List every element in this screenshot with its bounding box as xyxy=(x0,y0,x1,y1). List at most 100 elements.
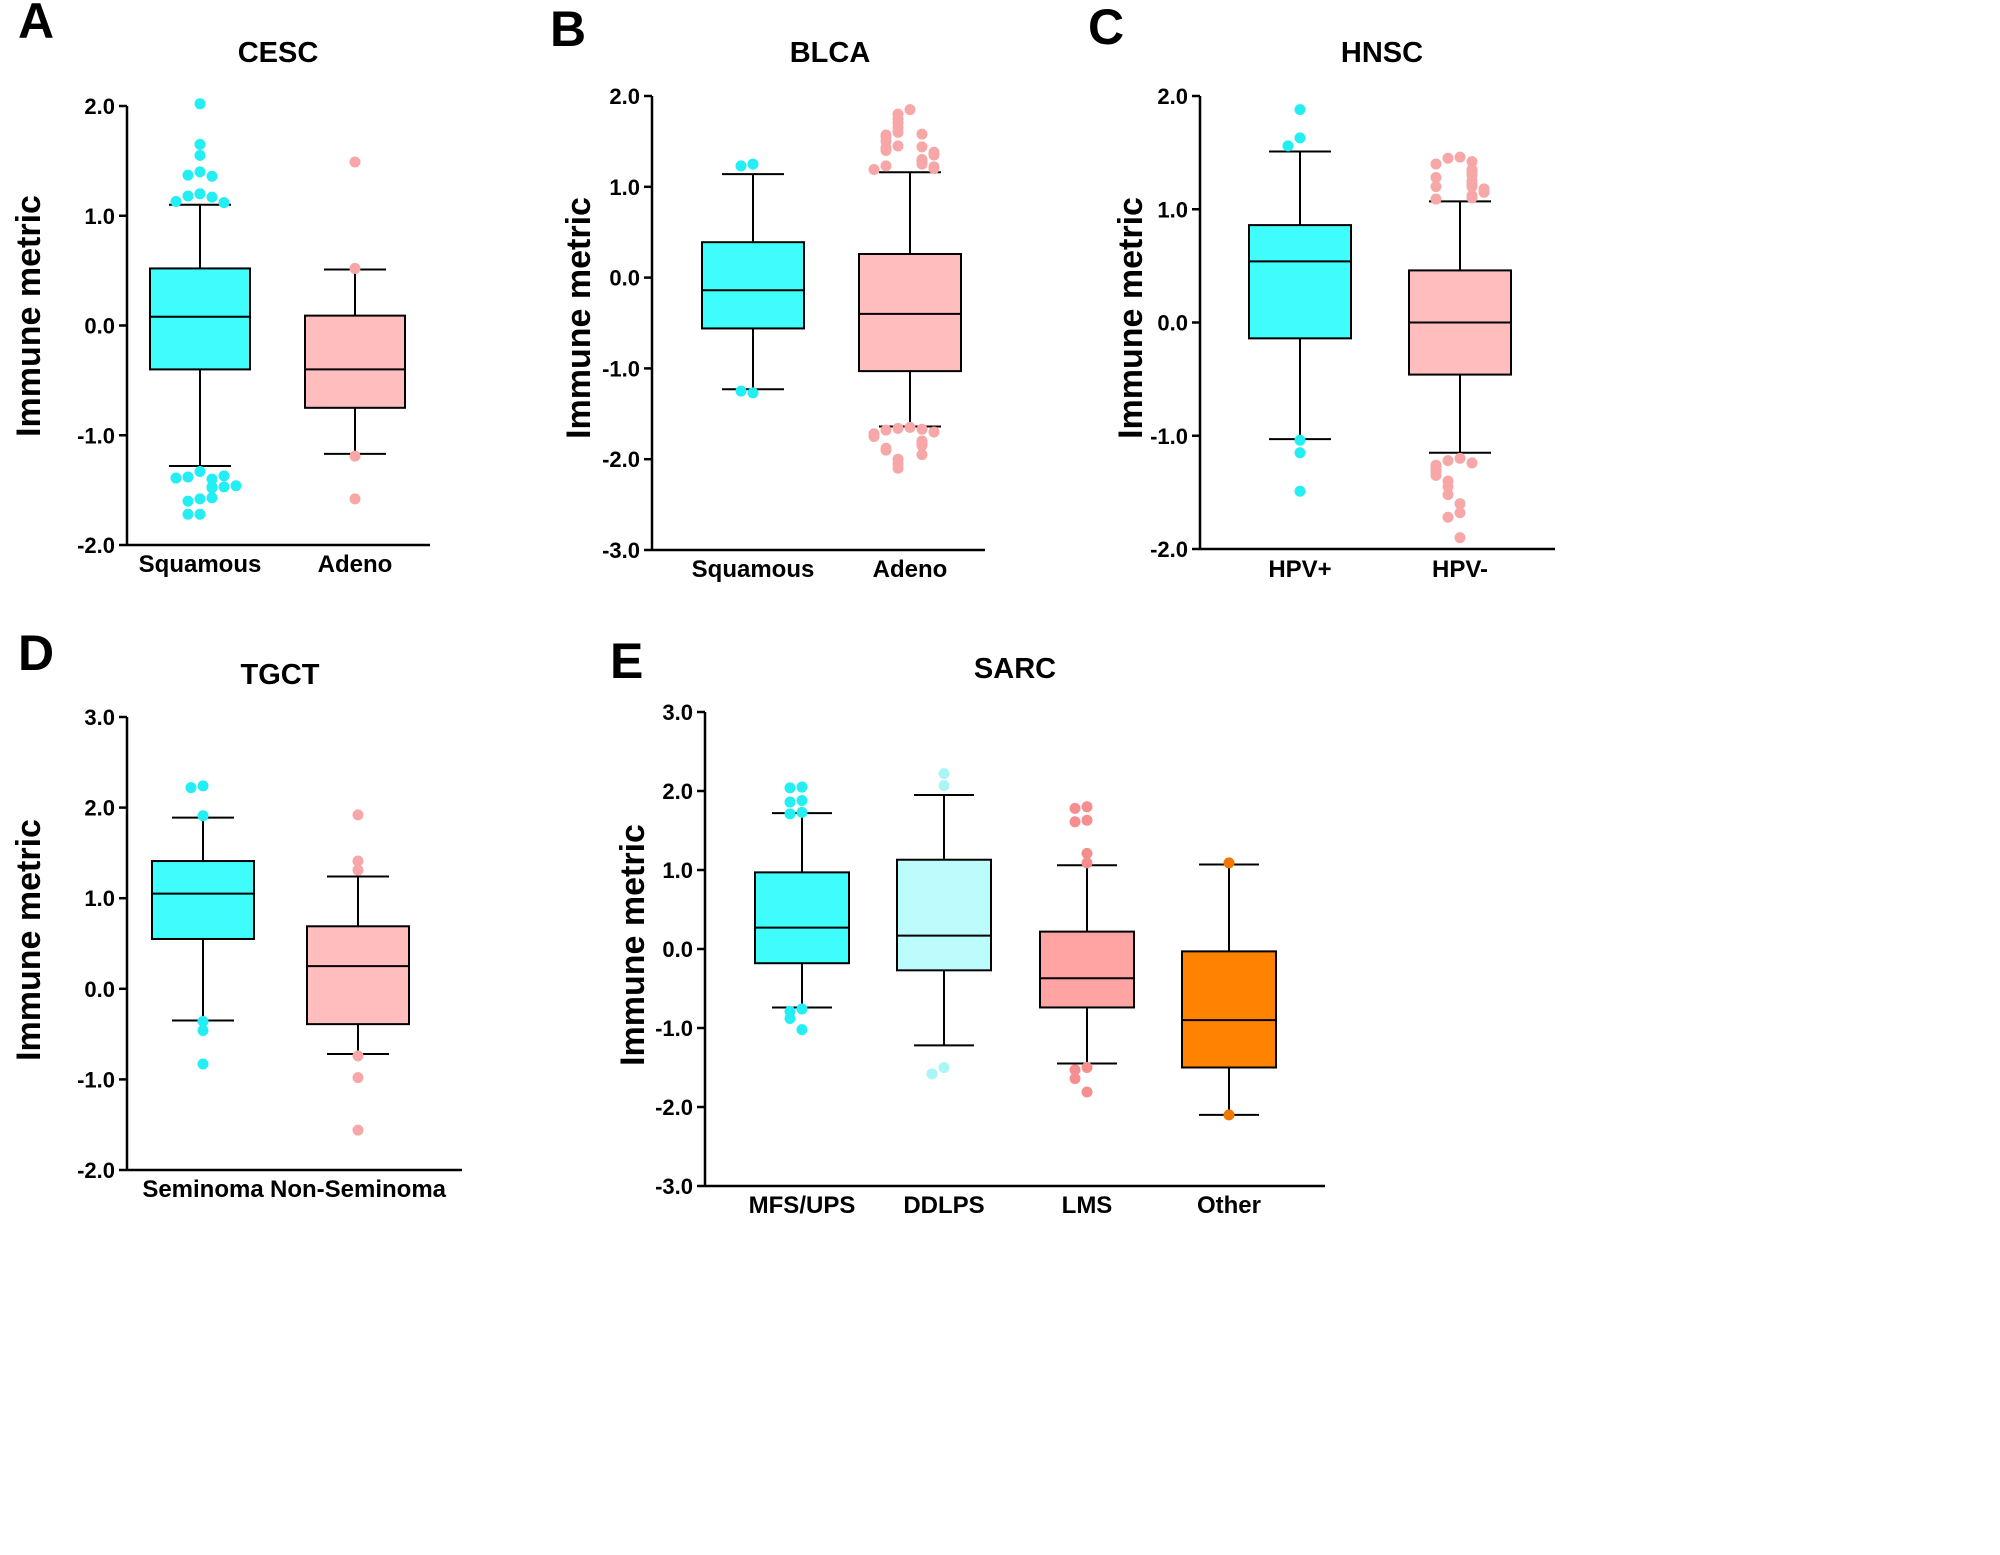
y-tick-label: -2.0 xyxy=(655,1095,693,1120)
y-axis-label: Immune metric xyxy=(10,819,48,1061)
y-tick-label: -1.0 xyxy=(77,423,115,448)
outlier-point xyxy=(1466,192,1478,204)
y-tick-label: 0.0 xyxy=(84,977,115,1002)
outlier-point xyxy=(194,493,206,505)
outlier-point xyxy=(170,472,182,484)
box-1 xyxy=(304,156,406,505)
outlier-point xyxy=(194,508,206,520)
y-tick-label: -1.0 xyxy=(602,356,640,381)
outlier-point xyxy=(194,188,206,200)
outlier-point xyxy=(206,482,218,494)
panel-title: CESC xyxy=(238,37,319,69)
box-0 xyxy=(701,158,805,399)
outlier-point xyxy=(796,1003,808,1015)
outlier-point xyxy=(349,450,361,462)
outlier-point xyxy=(1081,814,1093,826)
outlier-point xyxy=(218,470,230,482)
outlier-point xyxy=(1454,532,1466,544)
box-1 xyxy=(858,104,962,474)
y-tick-label: -2.0 xyxy=(77,1158,115,1183)
outlier-point xyxy=(1294,434,1306,446)
outlier-point xyxy=(916,128,928,140)
outlier-point xyxy=(1442,455,1454,467)
outlier-point xyxy=(796,1024,808,1036)
outlier-point xyxy=(1466,181,1478,193)
outlier-point xyxy=(1069,816,1081,828)
outlier-point xyxy=(197,1024,209,1036)
category-label: Squamous xyxy=(139,551,262,578)
panel-b: B BLCA Immune metric 2.0 1.0 0.0 -1.0 -2.0 -3.0 S… xyxy=(550,1,985,583)
outlier-point xyxy=(1294,104,1306,116)
outlier-point xyxy=(1069,1064,1081,1076)
outlier-point xyxy=(206,492,218,504)
box-0 xyxy=(754,781,850,1036)
y-tick-label: 2.0 xyxy=(662,779,693,804)
outlier-point xyxy=(182,471,194,483)
category-label: Adeno xyxy=(873,556,948,583)
y-axis-label: Immune metric xyxy=(560,197,598,439)
box-1 xyxy=(896,768,992,1080)
outlier-point xyxy=(1442,152,1454,164)
panel-letter: C xyxy=(1088,0,1124,55)
outlier-point xyxy=(206,170,218,182)
y-tick-label: 3.0 xyxy=(662,700,693,725)
y-axis-label: Immune metric xyxy=(10,195,48,437)
panel-letter: A xyxy=(18,0,54,49)
box-1 xyxy=(306,809,410,1136)
iqr-box xyxy=(304,314,406,409)
outlier-point xyxy=(880,444,892,456)
y-axis-label: Immune metric xyxy=(614,824,652,1066)
panel-letter: E xyxy=(610,633,643,689)
outlier-point xyxy=(1223,1109,1235,1121)
box-0 xyxy=(1248,104,1352,497)
outlier-point xyxy=(1081,1062,1093,1073)
panel-letter: D xyxy=(18,625,54,681)
outlier-point xyxy=(1294,485,1306,497)
panel-title: BLCA xyxy=(790,37,871,69)
outlier-point xyxy=(892,462,904,474)
y-tick-label: 3.0 xyxy=(84,705,115,730)
outlier-point xyxy=(1430,172,1442,184)
outlier-point xyxy=(938,779,950,791)
panel-a: A CESC Immune metric 2.0 1.0 0.0 -1.0 -2.0 Squam… xyxy=(10,0,430,578)
y-tick-label: -3.0 xyxy=(602,538,640,563)
outlier-point xyxy=(170,195,182,207)
category-label: Squamous xyxy=(692,556,815,583)
y-tick-label: -2.0 xyxy=(602,447,640,472)
outlier-point xyxy=(349,262,361,274)
panel-title: TGCT xyxy=(241,659,320,691)
outlier-point xyxy=(352,1050,364,1062)
category-label: Other xyxy=(1197,1192,1261,1219)
box-3 xyxy=(1181,857,1277,1121)
iqr-box xyxy=(1248,224,1352,340)
outlier-point xyxy=(1454,507,1466,519)
outlier-point xyxy=(926,1068,938,1080)
outlier-point xyxy=(904,421,916,433)
outlier-point xyxy=(747,387,759,399)
outlier-point xyxy=(1069,802,1081,814)
category-label: LMS xyxy=(1062,1192,1113,1219)
outlier-point xyxy=(194,138,206,150)
outlier-point xyxy=(218,197,230,209)
iqr-box xyxy=(701,241,805,330)
outlier-point xyxy=(1430,193,1442,205)
iqr-box xyxy=(1039,930,1135,1009)
y-tick-label: 0.0 xyxy=(84,314,115,339)
outlier-point xyxy=(735,160,747,172)
outlier-point xyxy=(1430,469,1442,481)
outlier-point xyxy=(747,158,759,170)
iqr-box xyxy=(896,858,992,972)
y-tick-label: -2.0 xyxy=(77,533,115,558)
outlier-point xyxy=(784,796,796,808)
category-label: Non-Seminoma xyxy=(270,1176,447,1203)
y-tick-label: -1.0 xyxy=(1150,424,1188,449)
box-2 xyxy=(1039,801,1135,1098)
outlier-point xyxy=(1081,847,1093,859)
category-label: DDLPS xyxy=(903,1192,984,1219)
outlier-point xyxy=(796,806,808,818)
outlier-point xyxy=(352,1124,364,1136)
outlier-point xyxy=(928,426,940,438)
outlier-point xyxy=(1430,158,1442,170)
outlier-point xyxy=(784,1013,796,1025)
